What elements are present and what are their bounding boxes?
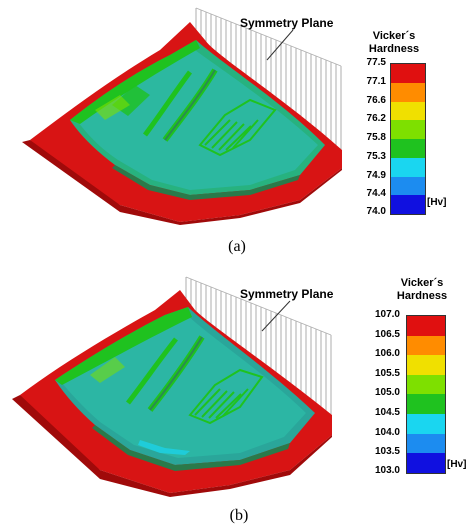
legend-title-line2-a: Hardness: [368, 43, 420, 55]
legend-swatch: [391, 195, 425, 214]
legend-tick: 74.0: [366, 206, 386, 217]
legend-swatch: [391, 120, 425, 139]
caption-a: (a): [228, 238, 246, 255]
symmetry-plane-label-a: Symmetry Plane: [240, 16, 334, 30]
color-legend-b: [406, 315, 446, 474]
legend-tick: 75.8: [366, 132, 386, 143]
legend-unit-a: [Hv]: [427, 197, 447, 208]
symmetry-plane-b: [185, 276, 332, 427]
legend-tick: 105.0: [374, 387, 400, 398]
legend-swatch: [391, 64, 425, 83]
legend-swatch: [391, 157, 425, 177]
legend-tick: 105.5: [374, 368, 400, 379]
legend-tick: 75.3: [366, 151, 386, 162]
symmetry-plane-label-b: Symmetry Plane: [240, 287, 334, 301]
legend-title-a: Vicker´s Hardness: [354, 30, 434, 56]
legend-tick: 77.5: [366, 57, 386, 68]
legend-swatch: [391, 139, 425, 158]
legend-unit-b: [Hv]: [447, 459, 467, 470]
legend-title-line1-a: Vicker´s: [372, 30, 416, 42]
legend-swatch: [407, 316, 445, 336]
part-contour-plot-a: [22, 7, 342, 225]
legend-swatch: [407, 453, 445, 473]
legend-tick: 74.9: [366, 170, 386, 181]
legend-title-line2-b: Hardness: [396, 290, 448, 302]
part-contour-plot-b: [12, 276, 332, 497]
legend-swatch: [407, 433, 445, 454]
legend-tick: 104.5: [374, 407, 400, 418]
legend-tick: 104.0: [374, 427, 400, 438]
legend-title-b: Vicker´s Hardness: [382, 277, 462, 303]
legend-swatch: [391, 82, 425, 102]
legend-title-line1-b: Vicker´s: [400, 277, 444, 289]
legend-swatch: [407, 394, 445, 414]
panel-b: Symmetry Plane Vicker´s Hardness 107.0 1…: [0, 265, 474, 530]
color-legend-a: [390, 63, 426, 215]
legend-tick: 106.5: [374, 329, 400, 340]
caption-b: (b): [229, 507, 249, 524]
legend-tick: 106.0: [374, 348, 400, 359]
panel-a: Symmetry Plane Vicker´s Hardness 77.5 77…: [22, 7, 447, 255]
legend-swatch: [407, 355, 445, 375]
legend-tick: 103.5: [374, 446, 400, 457]
legend-swatch: [407, 414, 445, 434]
annotation-leader-a: [266, 29, 294, 61]
legend-tick: 76.2: [366, 113, 386, 124]
symmetry-plane-a: [195, 7, 342, 158]
legend-swatch: [407, 335, 445, 356]
legend-tick: 107.0: [374, 309, 400, 320]
legend-tick: 74.4: [366, 188, 386, 199]
legend-swatch: [391, 176, 425, 196]
legend-tick: 103.0: [374, 465, 400, 476]
legend-swatch: [391, 101, 425, 121]
annotation-leader-b: [261, 300, 291, 332]
legend-tick: 77.1: [366, 76, 386, 87]
legend-swatch: [407, 374, 445, 395]
legend-tick: 76.6: [366, 95, 386, 106]
